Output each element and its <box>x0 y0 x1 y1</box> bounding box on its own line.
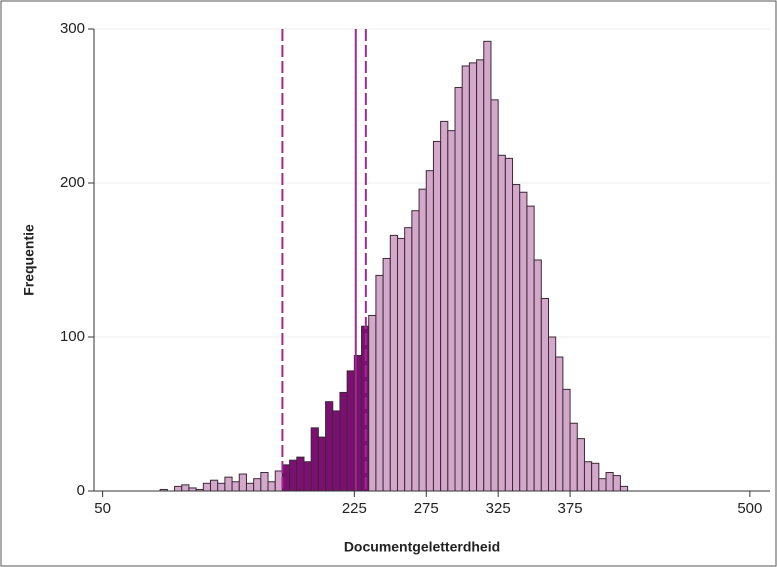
bar <box>533 259 542 492</box>
bar <box>346 370 355 492</box>
bar <box>382 257 391 492</box>
bar <box>202 482 212 492</box>
x-axis-title: Documentgeletterdheid <box>344 539 500 555</box>
bar <box>389 234 398 492</box>
bar <box>217 482 226 492</box>
bar <box>174 485 183 492</box>
bar <box>447 130 456 492</box>
bar <box>512 184 521 492</box>
bar <box>253 478 262 492</box>
bar <box>224 476 233 492</box>
bar <box>504 157 514 492</box>
bar <box>375 274 384 492</box>
bar <box>468 62 478 492</box>
y-axis-title: Frequentie <box>21 224 37 296</box>
bar <box>332 410 341 492</box>
bar <box>296 456 305 492</box>
y-tick-label: 200 <box>60 174 85 191</box>
bar <box>238 473 247 492</box>
bar <box>476 59 485 492</box>
bar <box>497 154 506 492</box>
x-tick-label: 275 <box>414 500 439 517</box>
bar <box>576 438 585 492</box>
bar <box>303 461 312 492</box>
y-tick-label: 300 <box>60 20 85 37</box>
bar <box>418 188 427 492</box>
bar <box>281 464 291 492</box>
bar <box>339 391 348 492</box>
bar <box>317 436 327 492</box>
x-tick-label: 50 <box>94 500 111 517</box>
bar <box>440 120 449 492</box>
bar <box>548 336 557 492</box>
bar <box>562 388 571 492</box>
bar <box>245 482 255 492</box>
bar <box>591 462 600 492</box>
bar <box>396 237 406 492</box>
bar <box>605 472 614 492</box>
bar <box>490 99 499 492</box>
bar <box>454 87 463 492</box>
bar <box>583 461 593 492</box>
bar <box>310 427 319 492</box>
bar <box>540 298 550 492</box>
bar <box>210 479 219 492</box>
bar <box>368 314 377 492</box>
x-tick-label: 225 <box>342 500 367 517</box>
bar <box>619 485 629 492</box>
bar <box>411 210 420 492</box>
bar <box>555 356 564 492</box>
bar <box>289 459 298 492</box>
bar <box>404 227 413 492</box>
bar <box>181 484 190 492</box>
bar <box>519 191 528 492</box>
bar <box>260 472 269 492</box>
bar <box>598 478 607 492</box>
bar <box>425 170 434 492</box>
bar <box>267 481 276 492</box>
x-tick-label: 500 <box>737 500 762 517</box>
x-tick-label: 375 <box>558 500 583 517</box>
bar <box>612 475 621 492</box>
bar <box>325 401 334 492</box>
bar <box>461 65 470 492</box>
bar <box>432 140 442 492</box>
bar <box>231 481 240 492</box>
bar <box>483 40 492 492</box>
bar <box>569 422 578 492</box>
y-tick-label: 100 <box>60 328 85 345</box>
x-tick-label: 325 <box>486 500 511 517</box>
y-tick-label: 0 <box>77 482 85 499</box>
bar <box>526 205 535 492</box>
bar <box>274 470 283 492</box>
